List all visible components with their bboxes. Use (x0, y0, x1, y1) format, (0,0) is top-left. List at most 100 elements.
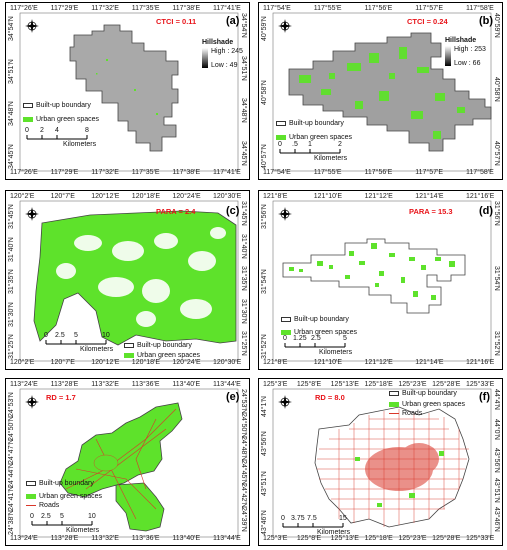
tick-label-bottom: 120°30'E (213, 359, 242, 366)
legend-item-boundary: Built-up boundary (389, 389, 465, 398)
legend-label: Built-up boundary (137, 342, 192, 349)
hillshade-ramp (445, 46, 451, 66)
tick-label-right: 44°4'N (493, 389, 500, 410)
scale-tick: 5 (60, 513, 64, 520)
panel-letter-d: (d) (479, 205, 494, 217)
tick-label-right: 31°40'N (240, 233, 247, 259)
tick-label-bottom: 120°12'E (91, 359, 120, 366)
tick-label-top: 113°28'E (50, 381, 79, 388)
built-up-boundary-a (69, 24, 179, 152)
scale-tick: 10 (102, 332, 110, 339)
built-up-boundary-e (59, 402, 183, 532)
tick-label-top: 125°13'E (330, 381, 359, 388)
map-panel-a: CTCI = 0.11 (a) Hillshade High : 245 Low… (5, 2, 250, 180)
tick-label-top: 125°23'E (398, 381, 427, 388)
tick-label-right: 34°45'N (240, 141, 247, 166)
tick-label-left: 31°45'N (8, 204, 15, 229)
built-up-boundary-d (282, 238, 466, 314)
scale-tick: 4 (55, 127, 59, 134)
legend-b: Built-up boundary Urban green spaces (276, 119, 352, 142)
scale-unit: Kilometers (319, 349, 353, 356)
tick-label-right: 31°45'N (240, 201, 247, 226)
scale-tick: 10 (88, 513, 96, 520)
tick-label-top: 120°7'E (50, 193, 75, 200)
tick-label-top: 117°26'E (10, 5, 38, 12)
tick-label-bottom: 125°33'E (466, 535, 495, 542)
tick-label-left: 31°40'N (8, 236, 15, 262)
tick-label-top: 120°12'E (91, 193, 120, 200)
legend-label: Built-up boundary (402, 390, 457, 397)
tick-label-left: 43°46'N (261, 510, 268, 535)
tick-label-bottom: 120°18'E (131, 359, 161, 366)
tick-label-right: 24°48'N (240, 436, 247, 461)
tick-label-top: 120°30'E (213, 193, 242, 200)
scale-tick: 2 (40, 127, 44, 134)
tick-label-left: 34°48'N (8, 101, 15, 127)
tick-label-right: 31°30'N (240, 298, 247, 324)
tick-label-right: 24°45'N (240, 459, 247, 485)
tick-label-right: 43°46'N (493, 507, 500, 532)
tick-label-left: 31°52'N (261, 334, 268, 359)
scale-tick: 3.75 (291, 515, 305, 522)
tick-label-right: 24°42'N (240, 483, 247, 509)
tick-label-bottom: 113°40'E (172, 535, 201, 542)
tick-label-top: 120°2'E (10, 193, 35, 200)
legend-label: Urban green spaces (36, 116, 100, 123)
legend-label: Urban green spaces (39, 493, 103, 500)
scale-unit: Kilometers (66, 527, 100, 534)
scale-unit: Kilometers (80, 346, 114, 353)
hillshade-title: Hillshade (202, 39, 234, 46)
tick-label-left: 40°59'N (261, 16, 268, 41)
tick-label-right: 34°48'N (240, 98, 247, 124)
tick-label-top: 120°18'E (131, 193, 161, 200)
built-up-boundary-b (288, 32, 492, 152)
tick-label-right: 40°58'N (493, 77, 500, 102)
tick-label-left: 34°45'N (8, 144, 15, 169)
tick-label-left: 31°35'N (8, 269, 15, 294)
tick-label-left: 31°30'N (8, 301, 15, 327)
legend-d: Built-up boundary Urban green spaces (281, 315, 357, 337)
metric-label-b: CTCI = 0.24 (407, 17, 448, 26)
tick-label-bottom: 125°23'E (398, 535, 427, 542)
tick-label-top: 120°24'E (172, 193, 201, 200)
tick-label-bottom: 121°14'E (415, 359, 444, 366)
tick-label-right: 31°35'N (240, 266, 247, 291)
legend-item-green: Urban green spaces (389, 400, 465, 409)
tick-label-right: 31°25'N (240, 331, 247, 356)
tick-label-right: 40°57'N (493, 141, 500, 166)
tick-label-bottom: 125°3'E (263, 535, 288, 542)
north-arrow-icon (278, 19, 292, 33)
tick-label-top: 125°18'E (364, 381, 393, 388)
panel-letter-e: (e) (226, 391, 240, 403)
tick-label-bottom: 117°32'E (91, 169, 119, 176)
tick-label-right: 31°52'N (493, 331, 500, 356)
tick-label-top: 121°12'E (364, 193, 393, 200)
tick-label-top: 117°35'E (131, 5, 160, 12)
tick-label-top: 121°16'E (466, 193, 495, 200)
map-panel-b: CTCI = 0.24 (b) Hillshade High : 253 Low… (258, 2, 503, 180)
tick-label-left: 40°58'N (261, 80, 268, 105)
tick-label-top: 117°32'E (91, 5, 119, 12)
metric-label-f: RD = 8.0 (315, 393, 345, 402)
tick-label-bottom: 121°12'E (364, 359, 393, 366)
legend-item-roads: Roads (389, 409, 465, 418)
scale-tick: 0 (25, 127, 29, 134)
scale-tick: 5 (74, 332, 78, 339)
tick-label-left: 43°56'N (261, 431, 268, 457)
scale-tick: 5 (343, 335, 347, 342)
legend-item-green: Urban green spaces (124, 351, 200, 360)
tick-label-right: 40°59'N (493, 13, 500, 38)
panel-letter-a: (a) (226, 15, 240, 27)
tick-label-bottom: 117°35'E (131, 169, 160, 176)
legend-item-green: Urban green spaces (276, 133, 352, 142)
metric-label-e: RD = 1.7 (46, 393, 76, 402)
scale-tick: 2 (338, 141, 342, 148)
scale-tick: 0 (283, 335, 287, 342)
legend-label: Urban green spaces (137, 352, 201, 359)
tick-label-left: 31°56'N (261, 204, 268, 229)
panel-letter-b: (b) (479, 15, 494, 27)
tick-label-top: 117°29'E (50, 5, 79, 12)
tick-label-bottom: 121°8'E (263, 359, 288, 366)
scale-tick: 1 (308, 141, 312, 148)
map-panel-e: RD = 1.7 (e) Built-up boundary Urban gre… (5, 378, 250, 546)
